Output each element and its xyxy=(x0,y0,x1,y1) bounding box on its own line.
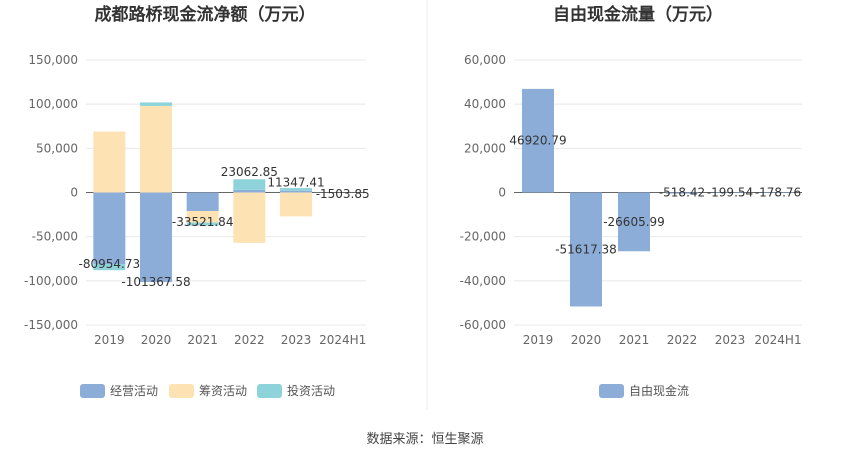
cash-flow-net-chart: 成都路桥现金流净额（万元） -150,000 -100,000 -50,000 0 50… xyxy=(24,4,370,398)
net-value-label: 23062.85 xyxy=(221,165,278,179)
legend-label: 自由现金流 xyxy=(629,383,689,398)
bar-investing-2023 xyxy=(280,188,312,191)
y-tick-label: 40,000 xyxy=(464,97,506,111)
bar-free-cash-flow-2020 xyxy=(570,192,602,307)
x-tick-label: 2022 xyxy=(234,333,265,347)
value-label: -51617.38 xyxy=(555,242,617,256)
y-tick-label: 60,000 xyxy=(464,53,506,67)
bar-free-cash-flow-2024h1 xyxy=(762,192,794,193)
bar-financing-2021 xyxy=(186,211,219,223)
x-tick-label: 2019 xyxy=(523,333,554,347)
bar-investing-2020 xyxy=(140,102,172,106)
x-tick-label: 2020 xyxy=(141,333,172,347)
y-tick-label: 150,000 xyxy=(28,53,78,67)
value-label: -199.54 xyxy=(707,186,753,200)
x-tick-label: 2020 xyxy=(571,333,602,347)
y-tick-label: -60,000 xyxy=(460,318,506,332)
x-tick-label: 2023 xyxy=(281,333,312,347)
legend-swatch-financing xyxy=(169,384,194,398)
value-label: 46920.79 xyxy=(509,134,566,148)
y-tick-label: -50,000 xyxy=(32,230,78,244)
bar-operating-2020 xyxy=(140,192,172,283)
bar-operating-2023 xyxy=(280,190,312,193)
bar-free-cash-flow-2022 xyxy=(666,192,698,194)
net-value-label: -33521.84 xyxy=(172,215,234,229)
x-tick-label: 2023 xyxy=(715,333,746,347)
legend-label: 筹资活动 xyxy=(199,384,247,398)
free-cash-flow-chart: 自由现金流量（万元） -60,000-40,000-20,000020,0004… xyxy=(460,4,802,398)
chart-title: 成都路桥现金流净额（万元） xyxy=(95,4,316,25)
legend-swatch-investing xyxy=(257,384,282,398)
value-label: -26605.99 xyxy=(603,215,665,229)
y-tick-label: -20,000 xyxy=(460,230,506,244)
bar-financing-2022 xyxy=(233,192,266,243)
value-label: -518.42 xyxy=(659,186,705,200)
bar-operating-2019 xyxy=(93,192,126,265)
y-tick-label: 100,000 xyxy=(28,97,78,111)
legend-swatch-operating xyxy=(80,384,105,398)
chart-title: 自由现金流量（万元） xyxy=(553,4,723,25)
y-tick-label: 0 xyxy=(498,186,506,200)
y-tick-label: 50,000 xyxy=(36,141,78,155)
net-value-label: 11347.41 xyxy=(267,175,324,189)
bar-free-cash-flow-2021 xyxy=(618,192,650,252)
bar-free-cash-flow-2019 xyxy=(522,88,554,193)
net-value-label: -101367.58 xyxy=(121,275,190,289)
value-label: -178.76 xyxy=(755,186,801,200)
net-value-label: -1503.85 xyxy=(316,187,370,201)
data-source: 数据来源：恒生聚源 xyxy=(366,432,483,447)
x-tick-label: 2019 xyxy=(94,333,125,347)
bar-investing-2022 xyxy=(233,179,266,190)
bar-operating-2021 xyxy=(186,192,219,212)
bar-financing-2023 xyxy=(280,192,312,217)
bar-operating-2022 xyxy=(233,189,266,193)
y-tick-label: -150,000 xyxy=(24,318,78,332)
x-tick-label: 2022 xyxy=(667,333,698,347)
bar-financing-2019 xyxy=(93,131,126,193)
net-value-label: -80954.73 xyxy=(79,257,141,271)
legend-label: 投资活动 xyxy=(287,383,335,398)
x-tick-label: 2021 xyxy=(619,333,650,347)
bar-investing-2021 xyxy=(186,222,219,226)
x-tick-label: 2024H1 xyxy=(754,333,801,347)
bar-financing-2020 xyxy=(140,105,172,193)
legend-swatch-free-cash-flow xyxy=(599,384,624,398)
x-tick-label: 2021 xyxy=(187,333,218,347)
y-tick-label: 20,000 xyxy=(464,141,506,155)
y-tick-label: 0 xyxy=(70,186,78,200)
y-tick-label: -40,000 xyxy=(460,274,506,288)
legend-label: 经营活动 xyxy=(110,384,158,398)
x-tick-label: 2024H1 xyxy=(319,333,366,347)
bar-free-cash-flow-2023 xyxy=(714,192,746,193)
y-tick-label: -100,000 xyxy=(24,274,78,288)
bar-investing-2019 xyxy=(93,264,126,271)
